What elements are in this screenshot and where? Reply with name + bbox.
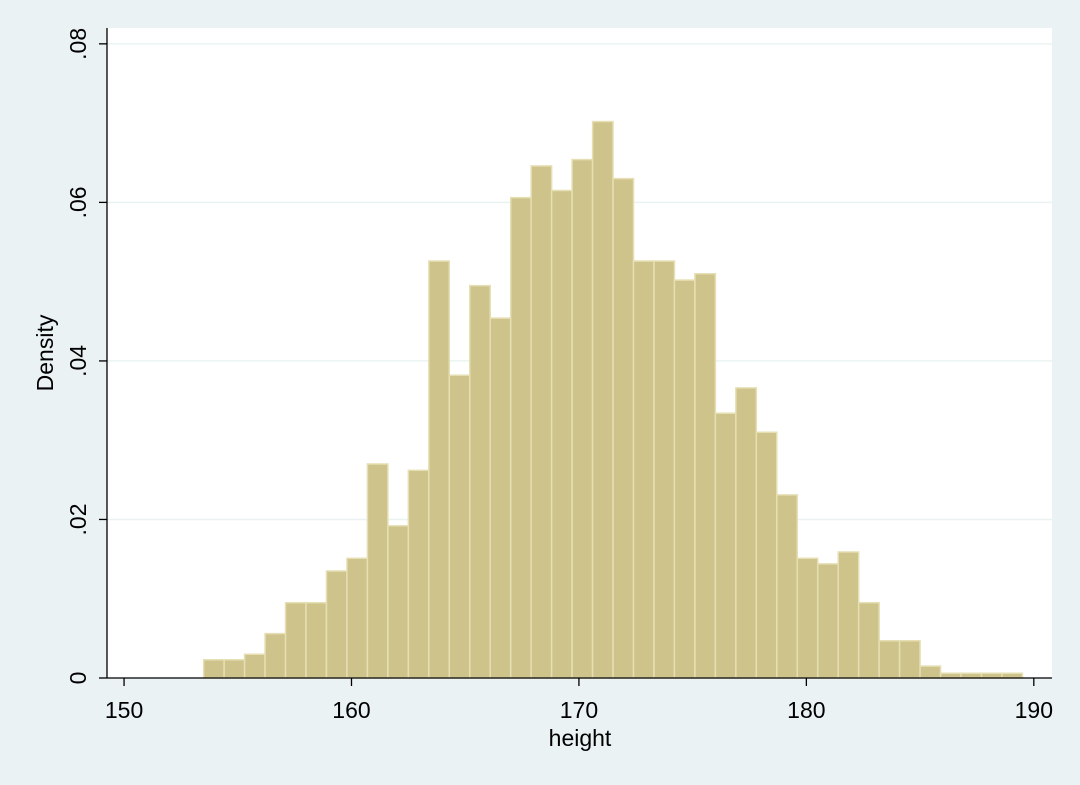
bar xyxy=(366,463,389,679)
y-tick-label: .06 xyxy=(65,186,91,218)
bar xyxy=(837,551,860,679)
bar xyxy=(387,525,410,679)
bar xyxy=(714,412,737,679)
bar xyxy=(919,665,942,679)
bar xyxy=(796,557,819,679)
bar xyxy=(202,659,225,679)
bar xyxy=(673,279,696,679)
bar xyxy=(632,260,655,679)
bar xyxy=(264,632,287,679)
bar xyxy=(305,601,328,679)
bar xyxy=(776,494,799,679)
bar xyxy=(325,570,348,679)
y-tick-label: .02 xyxy=(65,503,91,535)
bar xyxy=(530,165,553,679)
bar xyxy=(550,189,573,679)
bar xyxy=(428,260,451,679)
bar xyxy=(755,431,778,679)
bar xyxy=(346,557,369,679)
bar xyxy=(939,672,962,679)
bar xyxy=(469,284,491,679)
bar xyxy=(284,601,307,679)
x-tick-label: 180 xyxy=(787,697,825,723)
y-tick-label: .08 xyxy=(65,28,91,60)
bar xyxy=(223,659,246,679)
y-tick-label: 0 xyxy=(65,672,91,685)
x-tick-label: 160 xyxy=(332,697,370,723)
bar xyxy=(898,639,921,679)
bar xyxy=(816,563,839,679)
bar xyxy=(448,374,471,679)
bar xyxy=(694,272,717,679)
x-axis-label: height xyxy=(549,725,612,751)
x-tick-label: 170 xyxy=(560,697,598,723)
bar xyxy=(878,639,901,679)
bar xyxy=(1001,672,1024,679)
x-tick-label: 150 xyxy=(105,697,143,723)
bar xyxy=(980,672,1003,679)
x-tick-label: 190 xyxy=(1015,697,1053,723)
bar xyxy=(571,158,594,679)
bar xyxy=(960,672,983,679)
y-axis-label: Density xyxy=(32,314,58,391)
bar xyxy=(509,196,532,679)
bar xyxy=(653,260,676,679)
bar xyxy=(857,601,880,679)
bar xyxy=(407,469,430,679)
bar xyxy=(612,177,635,679)
bar xyxy=(735,387,758,679)
bar xyxy=(591,120,614,679)
y-tick-label: .04 xyxy=(65,345,91,377)
bar xyxy=(243,653,266,679)
bar xyxy=(489,317,512,679)
